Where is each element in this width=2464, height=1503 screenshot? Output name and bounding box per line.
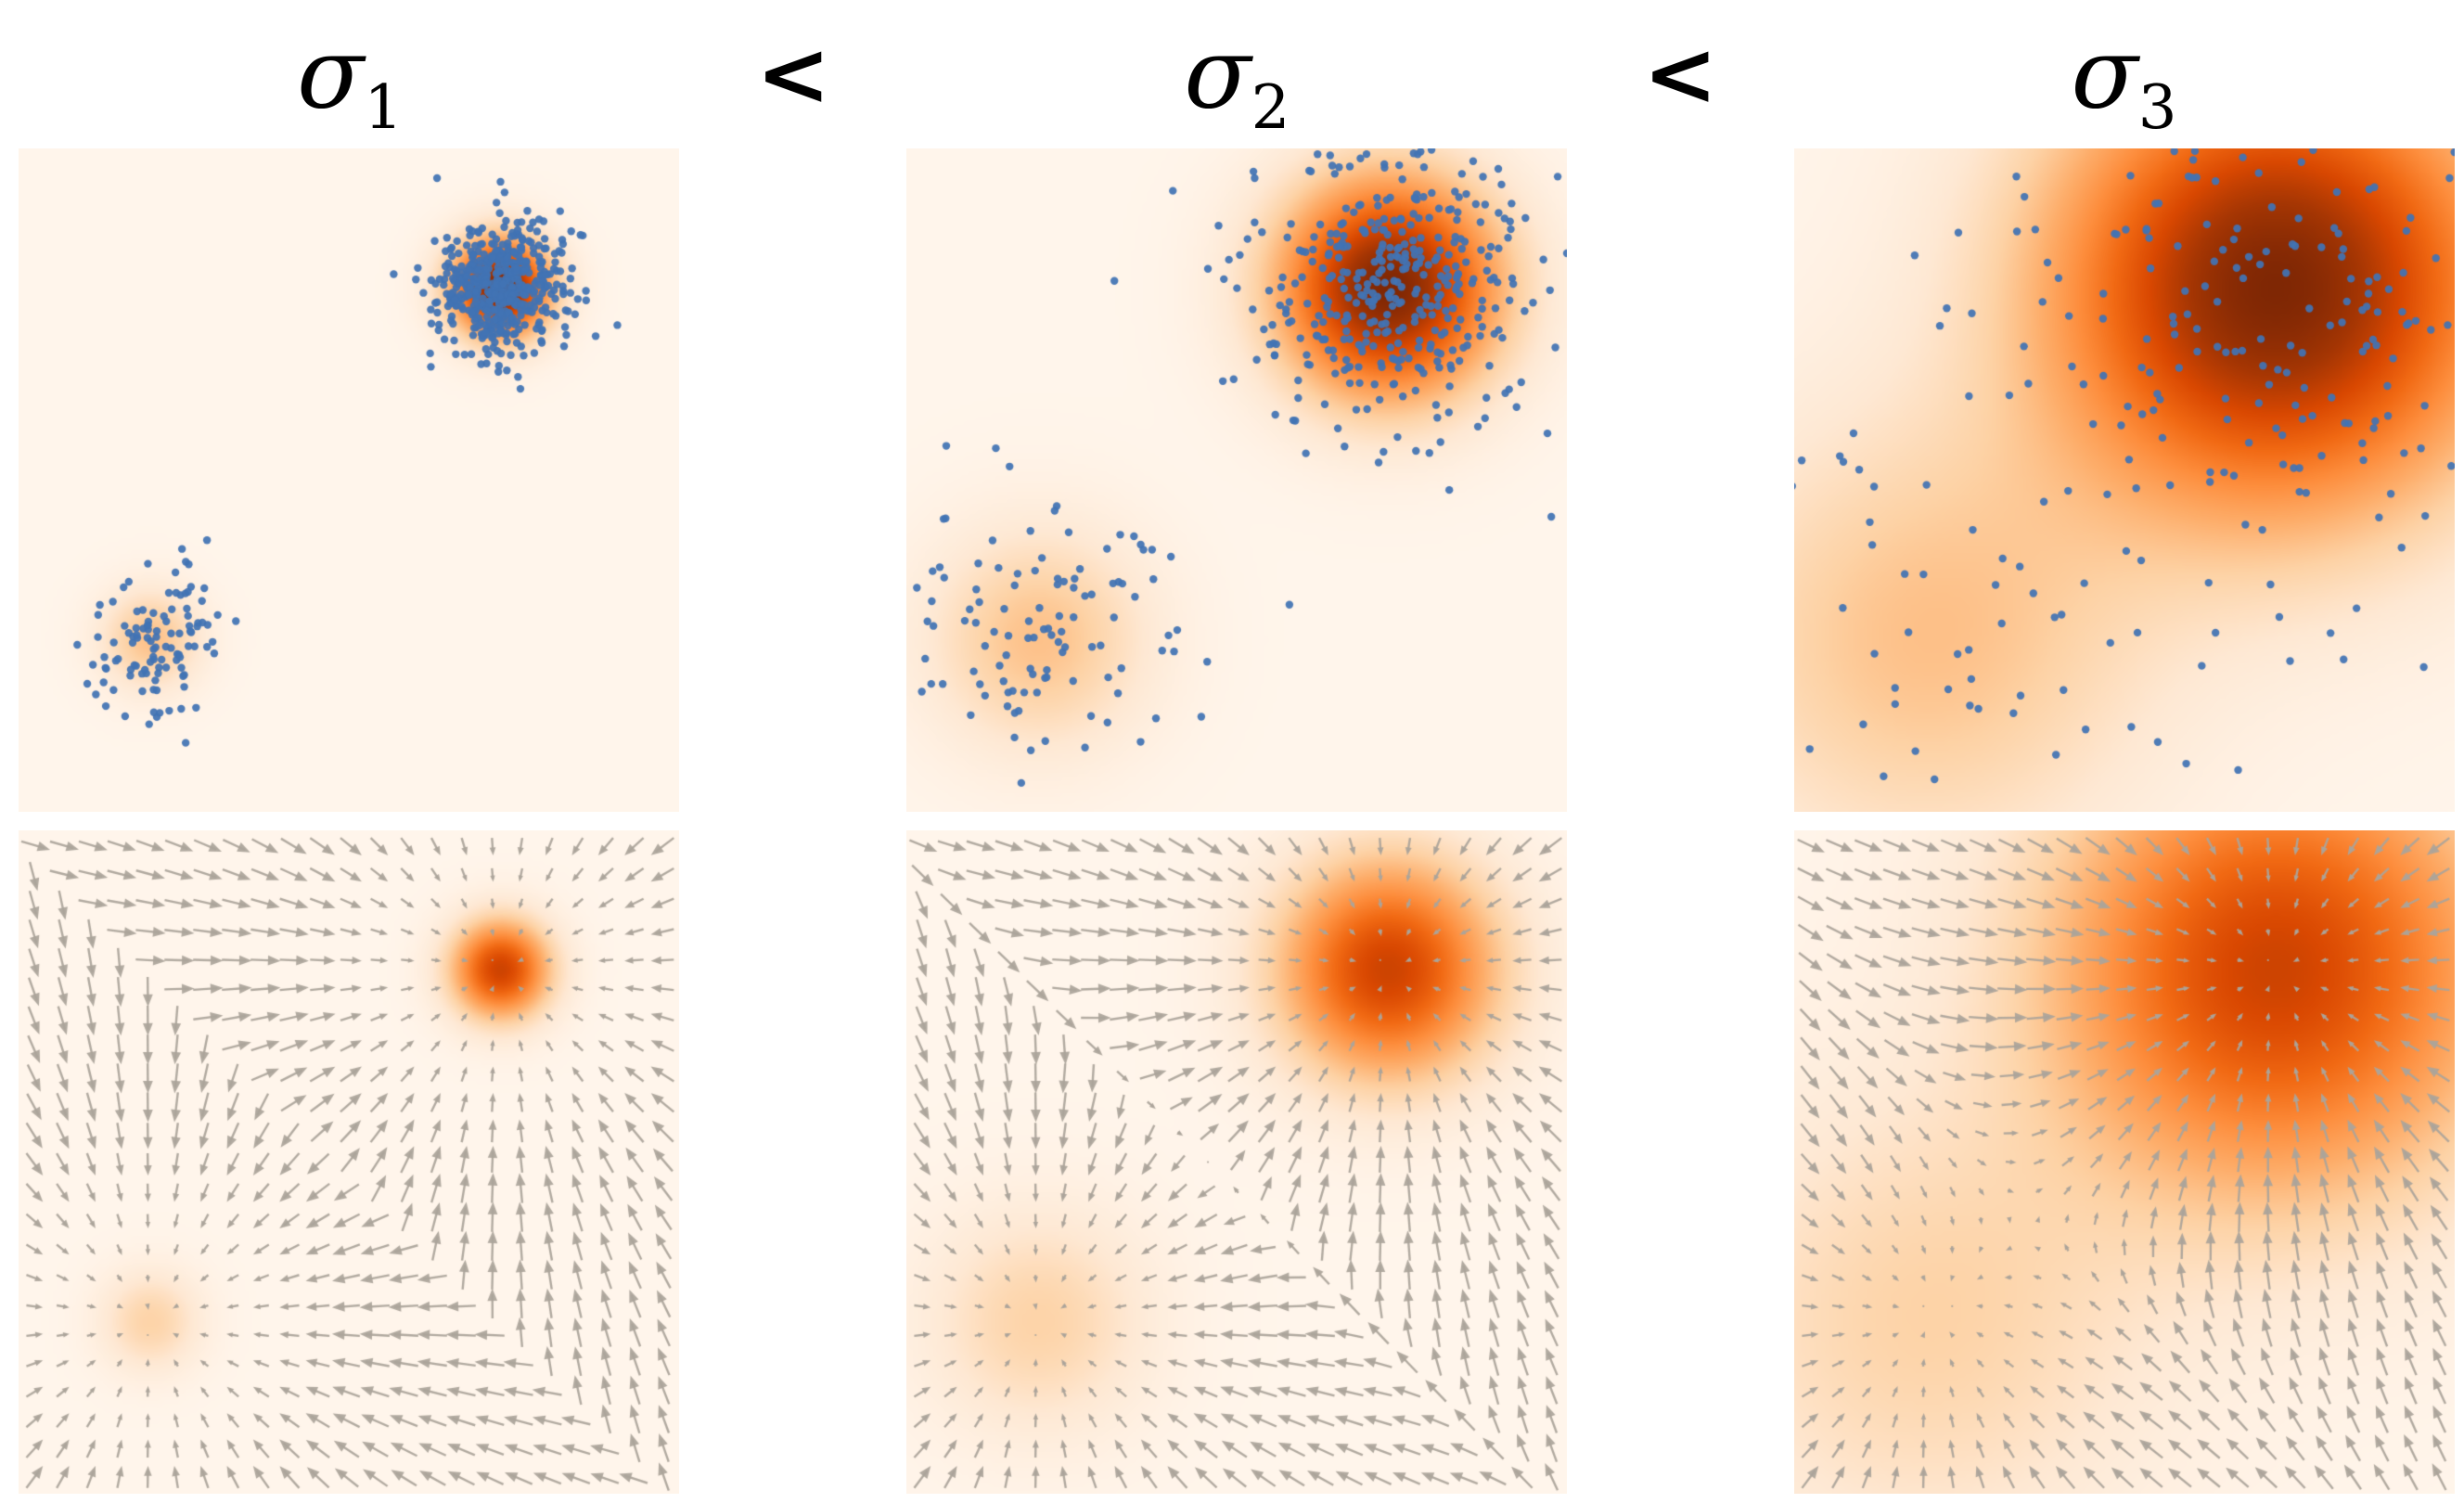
figure-grid bbox=[0, 148, 2464, 1494]
score-field-canvas-sigma2 bbox=[906, 830, 1567, 1494]
panel-samples-sigma3 bbox=[1794, 148, 2455, 812]
figure-header: σ1 < σ2 < σ3 bbox=[0, 7, 2464, 148]
sigma-subscript: 2 bbox=[1251, 71, 1290, 143]
less-than-symbol-1: < bbox=[756, 20, 831, 126]
panel-samples-sigma2 bbox=[906, 148, 1567, 812]
sigma-symbol: σ bbox=[297, 16, 365, 131]
noise-label-sigma1: σ1 bbox=[297, 16, 403, 138]
sigma-subscript: 3 bbox=[2137, 71, 2177, 143]
score-field-canvas-sigma3 bbox=[1794, 830, 2455, 1494]
panel-score-sigma1 bbox=[19, 830, 679, 1494]
noise-label-sigma3: σ3 bbox=[2071, 16, 2176, 138]
noise-label-sigma2: σ2 bbox=[1184, 16, 1290, 138]
less-than-symbol-2: < bbox=[1643, 20, 1718, 126]
sigma-symbol: σ bbox=[2071, 16, 2138, 131]
samples-density-canvas-sigma3 bbox=[1794, 148, 2455, 812]
panel-score-sigma2 bbox=[906, 830, 1567, 1494]
panel-samples-sigma1 bbox=[19, 148, 679, 812]
sigma-subscript: 1 bbox=[364, 71, 404, 143]
score-field-canvas-sigma1 bbox=[19, 830, 679, 1494]
samples-density-canvas-sigma2 bbox=[906, 148, 1567, 812]
sigma-symbol: σ bbox=[1184, 16, 1251, 131]
panel-score-sigma3 bbox=[1794, 830, 2455, 1494]
samples-density-canvas-sigma1 bbox=[19, 148, 679, 812]
